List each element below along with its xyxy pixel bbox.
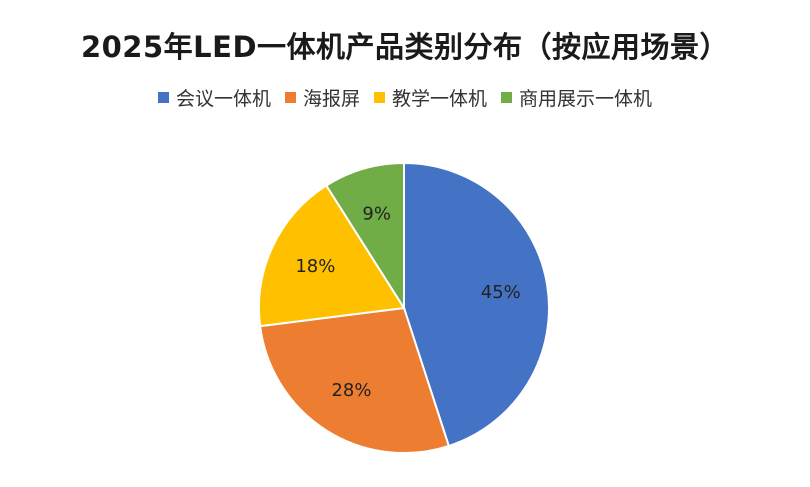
pie-slice-meeting: [403, 161, 550, 448]
legend-swatch-teaching: [374, 92, 385, 103]
legend-label-commercial: 商用展示一体机: [519, 88, 653, 110]
pie-slice-poster: [259, 306, 451, 454]
pie-labels: 45% 28% 18% 9%: [295, 203, 520, 401]
data-label-commercial: 9%: [362, 203, 391, 224]
legend-swatch-meeting: [157, 92, 169, 103]
legend-item-teaching: 教学一体机: [374, 84, 487, 111]
legend-label-meeting: 会议一体机: [175, 88, 271, 110]
chart-title: 2025年LED一体机产品类别分布（按应用场景）: [80, 30, 730, 64]
data-label-poster: 28%: [331, 380, 371, 401]
legend-item-commercial: 商用展示一体机: [501, 84, 652, 111]
pie-slice-commercial: [324, 161, 405, 312]
legend-swatch-poster: [284, 92, 296, 103]
legend-label-teaching: 教学一体机: [392, 88, 488, 110]
data-label-teaching: 18%: [295, 256, 335, 277]
legend-label-poster: 海报屏: [302, 88, 360, 110]
legend-swatch-commercial: [501, 92, 513, 103]
pie-slices: [258, 161, 550, 454]
legend-item-meeting: 会议一体机: [157, 84, 271, 111]
legend: 会议一体机 海报屏 教学一体机 商用展示一体机: [0, 84, 810, 111]
legend-item-poster: 海报屏: [284, 84, 360, 111]
data-label-meeting: 45%: [481, 282, 521, 303]
pie-slice-teaching: [258, 184, 406, 328]
